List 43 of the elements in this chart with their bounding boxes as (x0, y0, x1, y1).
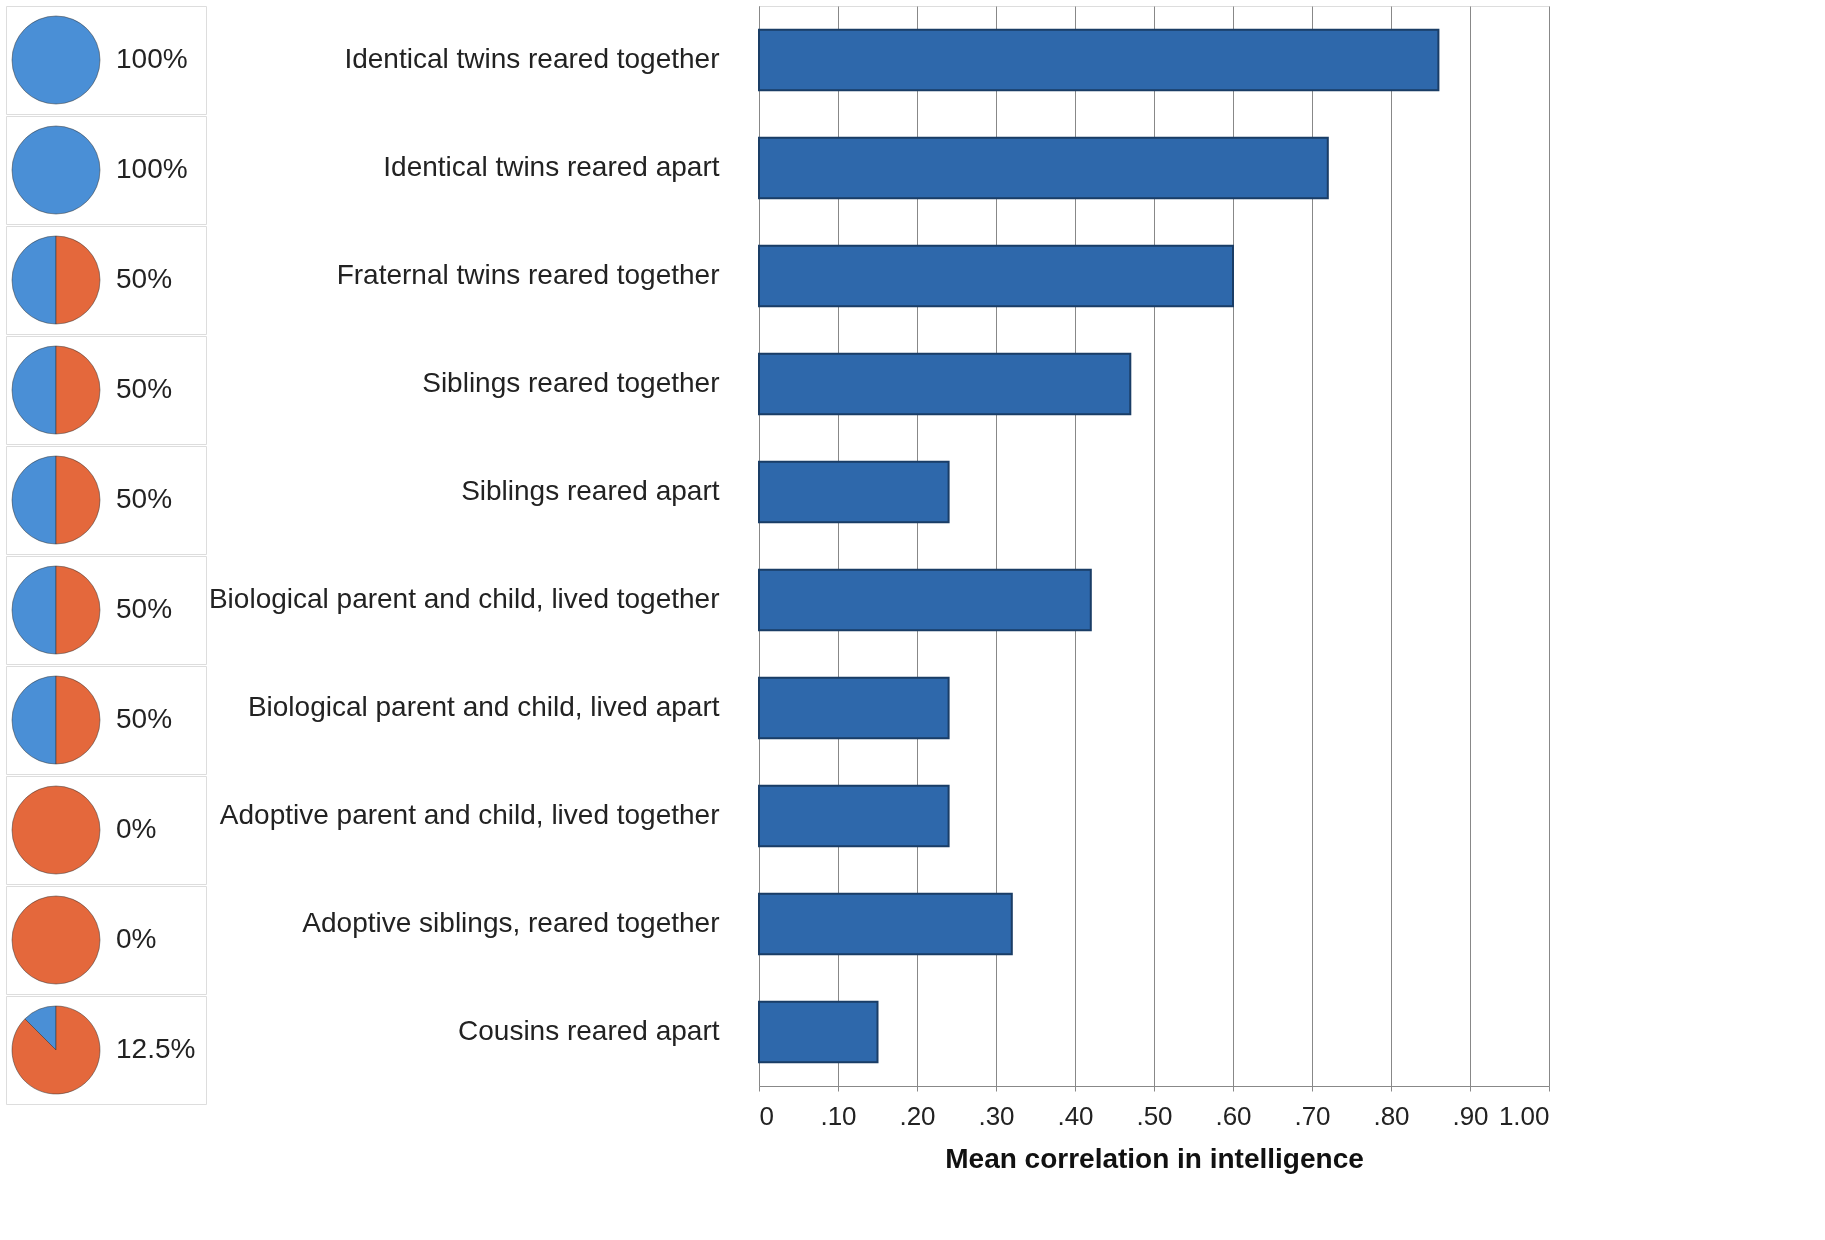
text: 50% (116, 373, 173, 404)
y-tick-label: Adoptive parent and child, lived together (219, 799, 720, 830)
y-tick-label: Adoptive siblings, reared together (302, 907, 720, 938)
text: 50% (116, 703, 173, 734)
text: 50% (116, 593, 173, 624)
y-tick-label: Identical twins reared together (344, 43, 720, 74)
x-tick-label: 1.00 (1498, 1100, 1550, 1131)
x-tick-label: .80 (1373, 1100, 1410, 1131)
text: 50% (116, 483, 173, 514)
x-tick-label: .70 (1294, 1100, 1331, 1131)
bar (758, 244, 1234, 308)
x-tick-label: .60 (1215, 1100, 1252, 1131)
y-tick-label: Biological parent and child, lived apart (247, 691, 720, 722)
x-tick-label: .10 (820, 1100, 857, 1131)
x-tick-label: .90 (1452, 1100, 1489, 1131)
bar (758, 892, 1013, 956)
y-tick-label: Siblings reared together (422, 367, 720, 398)
y-tick-label: Identical twins reared apart (383, 151, 720, 182)
pie-slice (11, 1005, 101, 1095)
bar (758, 460, 950, 524)
x-tick-label: .30 (978, 1100, 1015, 1131)
y-tick-label: Siblings reared apart (461, 475, 720, 506)
text: 12.5% (116, 1033, 196, 1064)
bar (758, 28, 1440, 92)
text: 100% (116, 43, 188, 74)
text: 50% (116, 263, 173, 294)
x-axis-title: Mean correlation in intelligence (945, 1142, 1364, 1174)
text: 100% (116, 153, 188, 184)
bar (758, 352, 1132, 416)
y-tick-label: Biological parent and child, lived together (208, 583, 720, 614)
x-tick-label: .40 (1057, 1100, 1094, 1131)
x-tick-label: 0 (759, 1100, 774, 1131)
y-tick-label: Fraternal twins reared together (336, 259, 720, 290)
text: 0% (116, 813, 157, 844)
x-tick-label: .20 (899, 1100, 936, 1131)
text: 0% (116, 923, 157, 954)
bar (758, 136, 1329, 200)
bar (758, 784, 950, 848)
x-tick-label: .50 (1136, 1100, 1173, 1131)
y-tick-label: Cousins reared apart (458, 1015, 720, 1046)
bar (758, 568, 1092, 632)
bar (758, 1000, 879, 1064)
bar (758, 676, 950, 740)
